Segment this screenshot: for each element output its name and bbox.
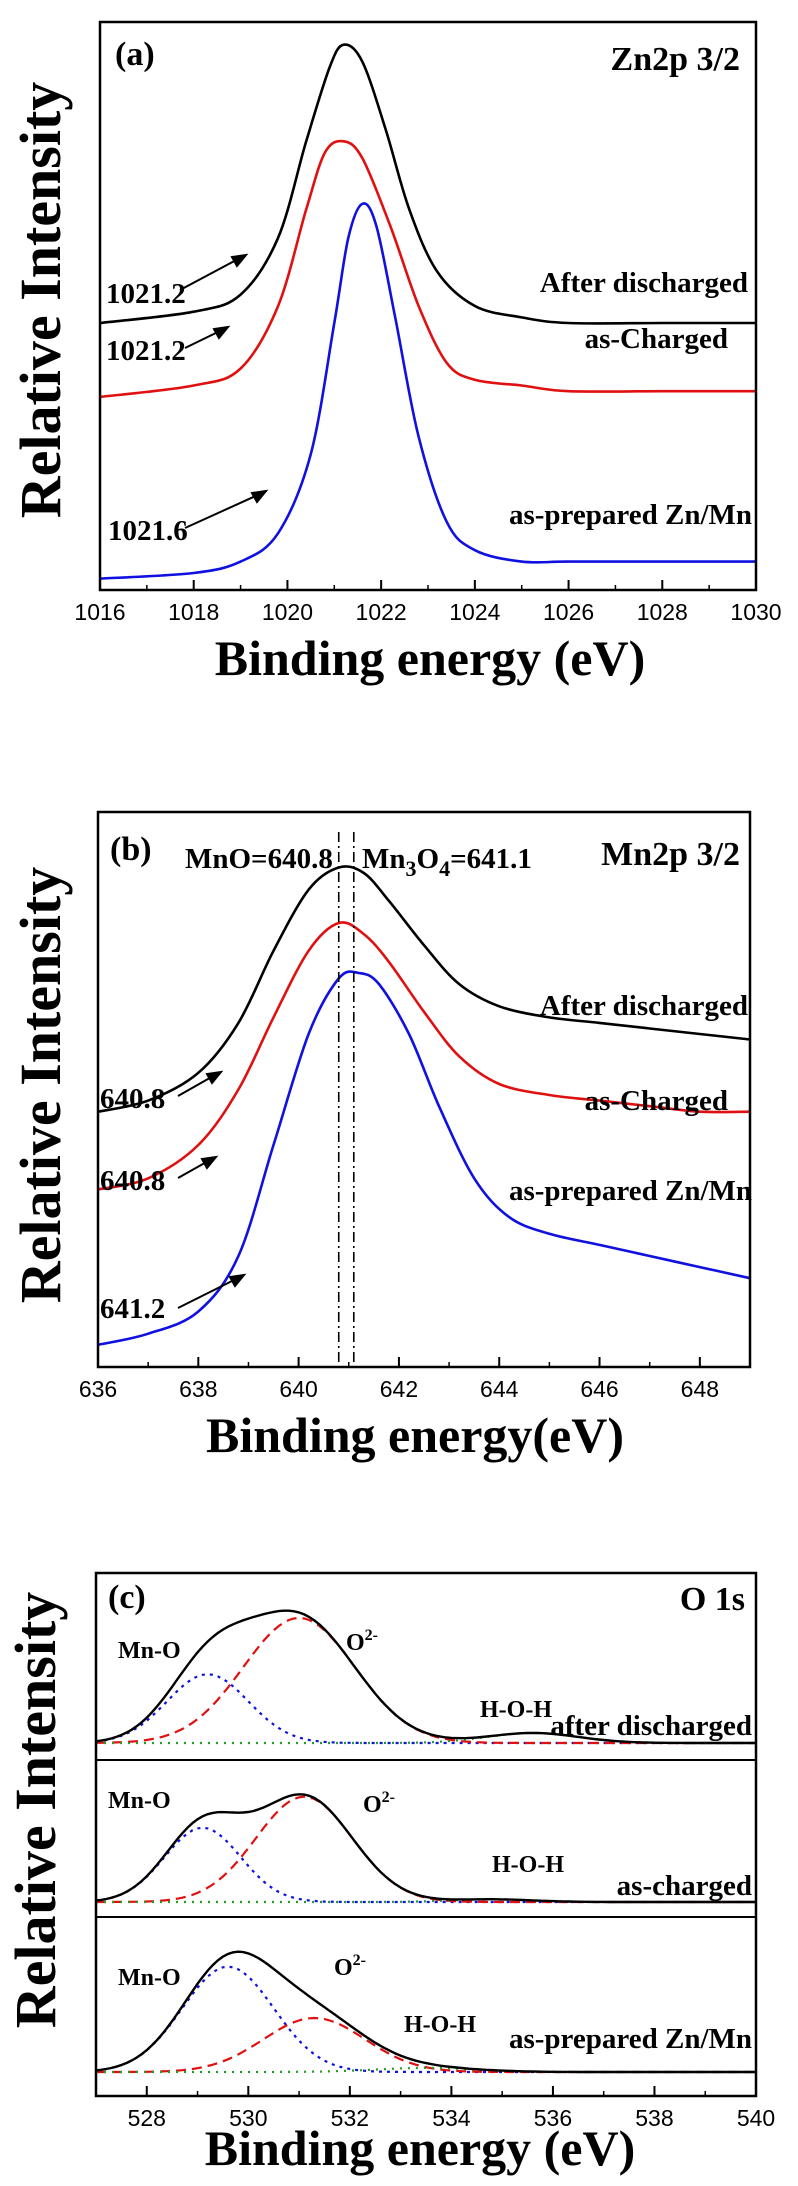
panel-c-s2-series-label: as-charged bbox=[617, 1870, 752, 1902]
panel-a-letter: (a) bbox=[115, 36, 155, 73]
panel-b-arrowhead-2 bbox=[200, 1155, 219, 1170]
panel-c-frame bbox=[94, 1571, 758, 2098]
panel-a-arrows bbox=[179, 253, 269, 529]
panel-b-x-tick-label-3: 642 bbox=[380, 1376, 418, 1402]
panel-b-annotation-3: 641.2 bbox=[100, 1293, 165, 1325]
panel-c-o1s: Relative Intensity Binding energy (eV) (… bbox=[3, 1571, 775, 2176]
panel-a-series-line-0 bbox=[99, 43, 756, 325]
panel-b-frame bbox=[96, 810, 752, 1369]
panel-b-ref-label-mn3o4: Mn3O4=641.1 bbox=[362, 843, 532, 881]
panel-a-y-axis-label: Relative Intensity bbox=[8, 82, 73, 519]
panel-c-s1-mno-label: Mn-O bbox=[118, 1638, 181, 1664]
panel-c-s2-o2-label: O2- bbox=[363, 1789, 395, 1818]
panel-c-x-axis-label: Binding energy (eV) bbox=[205, 2120, 636, 2176]
panel-a-series-label-discharged: After discharged bbox=[540, 267, 748, 299]
panel-c-y-axis-label: Relative Intensity bbox=[3, 1592, 68, 2029]
panel-a-arrowhead-1 bbox=[230, 253, 249, 268]
panel-b-ticks: 636 638 640 642 644 646 648 bbox=[79, 1357, 751, 1402]
panel-a-arrow-3 bbox=[184, 493, 261, 529]
panel-a-arrow-1 bbox=[179, 257, 241, 291]
panel-b-x-tick-label-5: 646 bbox=[580, 1376, 618, 1402]
panel-a-annotation-3: 1021.6 bbox=[108, 515, 188, 547]
panel-c-ticks: 528 530 532 534 536 538 540 bbox=[95, 2086, 775, 2131]
panel-a-x-tick-label-5: 1026 bbox=[543, 599, 594, 625]
panel-b-letter: (b) bbox=[110, 831, 152, 868]
panel-a-curves bbox=[99, 43, 756, 580]
panel-c-s3-envelope bbox=[95, 1950, 756, 2074]
panel-b-reference-lines bbox=[337, 832, 355, 1367]
panel-b-x-axis-label: Binding energy(eV) bbox=[206, 1407, 624, 1463]
panel-b-x-tick-label-0: 636 bbox=[79, 1376, 117, 1402]
panel-c-s1-envelope bbox=[95, 1609, 756, 1745]
panel-c-s1-o2-label: O2- bbox=[346, 1627, 378, 1656]
panel-a-series-line-2 bbox=[99, 202, 756, 580]
panel-b-arrowhead-1 bbox=[205, 1070, 224, 1085]
panel-b-x-tick-label-1: 638 bbox=[179, 1376, 217, 1402]
panel-b-core-label: Mn2p 3/2 bbox=[601, 836, 740, 873]
panel-b-annotation-1: 640.8 bbox=[100, 1083, 165, 1115]
panel-c-s2-mno-label: Mn-O bbox=[108, 1788, 171, 1814]
panel-b-arrow-3 bbox=[177, 1277, 239, 1309]
panel-c-s3-series-label: as-prepared Zn/Mn bbox=[509, 2023, 752, 2055]
panel-c-x-tick-label-0: 528 bbox=[128, 2105, 166, 2131]
panel-b-annotation-2: 640.8 bbox=[100, 1165, 165, 1197]
panel-a-x-tick-label-2: 1020 bbox=[262, 599, 313, 625]
panel-b-y-axis-label: Relative Intensity bbox=[8, 867, 73, 1304]
panel-a-frame bbox=[98, 20, 758, 592]
panel-c-s2-fit-mno bbox=[95, 1826, 756, 1904]
panel-a-x-tick-label-4: 1024 bbox=[449, 599, 500, 625]
panel-a-series-label-prepared: as-prepared Zn/Mn bbox=[509, 499, 752, 531]
panel-c-x-tick-label-3: 534 bbox=[432, 2105, 471, 2131]
panel-c-s3-fit-o2 bbox=[96, 2016, 756, 2074]
panel-b-series-line-1 bbox=[97, 921, 751, 1191]
panel-b-series-label-prepared: as-prepared Zn/Mn bbox=[509, 1175, 752, 1207]
panel-a-annotation-2: 1021.2 bbox=[106, 335, 186, 367]
panel-c-s2-hoh-label: H-O-H bbox=[492, 1852, 564, 1878]
panel-b-series-line-2 bbox=[97, 970, 751, 1347]
panel-a-x-axis-label: Binding energy (eV) bbox=[215, 630, 646, 686]
panel-c-s2-envelope bbox=[95, 1793, 756, 1904]
panel-c-curves bbox=[95, 1609, 756, 2074]
panel-b-ref-label-mno: MnO=640.8 bbox=[185, 843, 333, 875]
panel-a-series-line-1 bbox=[99, 139, 756, 399]
panel-b-series-label-charged: as-Charged bbox=[585, 1085, 728, 1117]
panel-c-x-tick-label-5: 538 bbox=[635, 2105, 673, 2131]
panel-c-x-tick-label-6: 540 bbox=[737, 2105, 775, 2131]
panel-a-series-label-charged: as-Charged bbox=[585, 323, 728, 355]
panel-a-x-tick-label-1: 1018 bbox=[168, 599, 219, 625]
panel-a-core-label: Zn2p 3/2 bbox=[611, 41, 740, 78]
panel-c-core-label: O 1s bbox=[680, 1581, 745, 1618]
panel-a-annotation-1: 1021.2 bbox=[106, 278, 186, 310]
panel-b-x-tick-label-4: 644 bbox=[480, 1376, 519, 1402]
panel-a-arrowhead-3 bbox=[250, 489, 269, 504]
panel-a-x-tick-label-7: 1030 bbox=[730, 599, 781, 625]
panel-b-x-tick-label-2: 640 bbox=[279, 1376, 317, 1402]
panel-a-x-tick-label-3: 1022 bbox=[356, 599, 407, 625]
panel-a-x-tick-label-0: 1016 bbox=[74, 599, 125, 625]
panel-c-x-tick-label-2: 532 bbox=[331, 2105, 369, 2131]
panel-b-series-label-discharged: After discharged bbox=[540, 990, 748, 1022]
panel-c-s3-o2-label: O2- bbox=[334, 1952, 366, 1981]
panel-c-s3-mno-label: Mn-O bbox=[118, 1965, 181, 1991]
panel-a-zn2p: Relative Intensity Binding energy (eV) (… bbox=[8, 20, 782, 686]
panel-a-ticks: 1016 1018 1020 1022 1024 1026 1028 1030 bbox=[74, 580, 782, 625]
panel-b-arrowhead-3 bbox=[228, 1273, 247, 1288]
panel-a-x-tick-label-6: 1028 bbox=[637, 599, 688, 625]
panel-c-letter: (c) bbox=[108, 1579, 146, 1616]
panel-c-x-tick-label-4: 536 bbox=[534, 2105, 572, 2131]
panel-b-series-line-0 bbox=[97, 865, 751, 1113]
panel-b-x-tick-label-6: 648 bbox=[681, 1376, 719, 1402]
panel-c-s1-hoh-label: H-O-H bbox=[480, 1697, 552, 1723]
panel-b-arrows bbox=[177, 1070, 247, 1309]
panel-c-s3-hoh-label: H-O-H bbox=[404, 2012, 476, 2038]
panel-a-arrowhead-2 bbox=[212, 325, 231, 340]
panel-b-curves bbox=[97, 865, 751, 1347]
panel-c-x-tick-label-1: 530 bbox=[229, 2105, 267, 2131]
panel-c-s1-series-label: after discharged bbox=[550, 1710, 752, 1742]
panel-b-mn2p: Relative Intensity Binding energy(eV) (b… bbox=[8, 810, 752, 1463]
